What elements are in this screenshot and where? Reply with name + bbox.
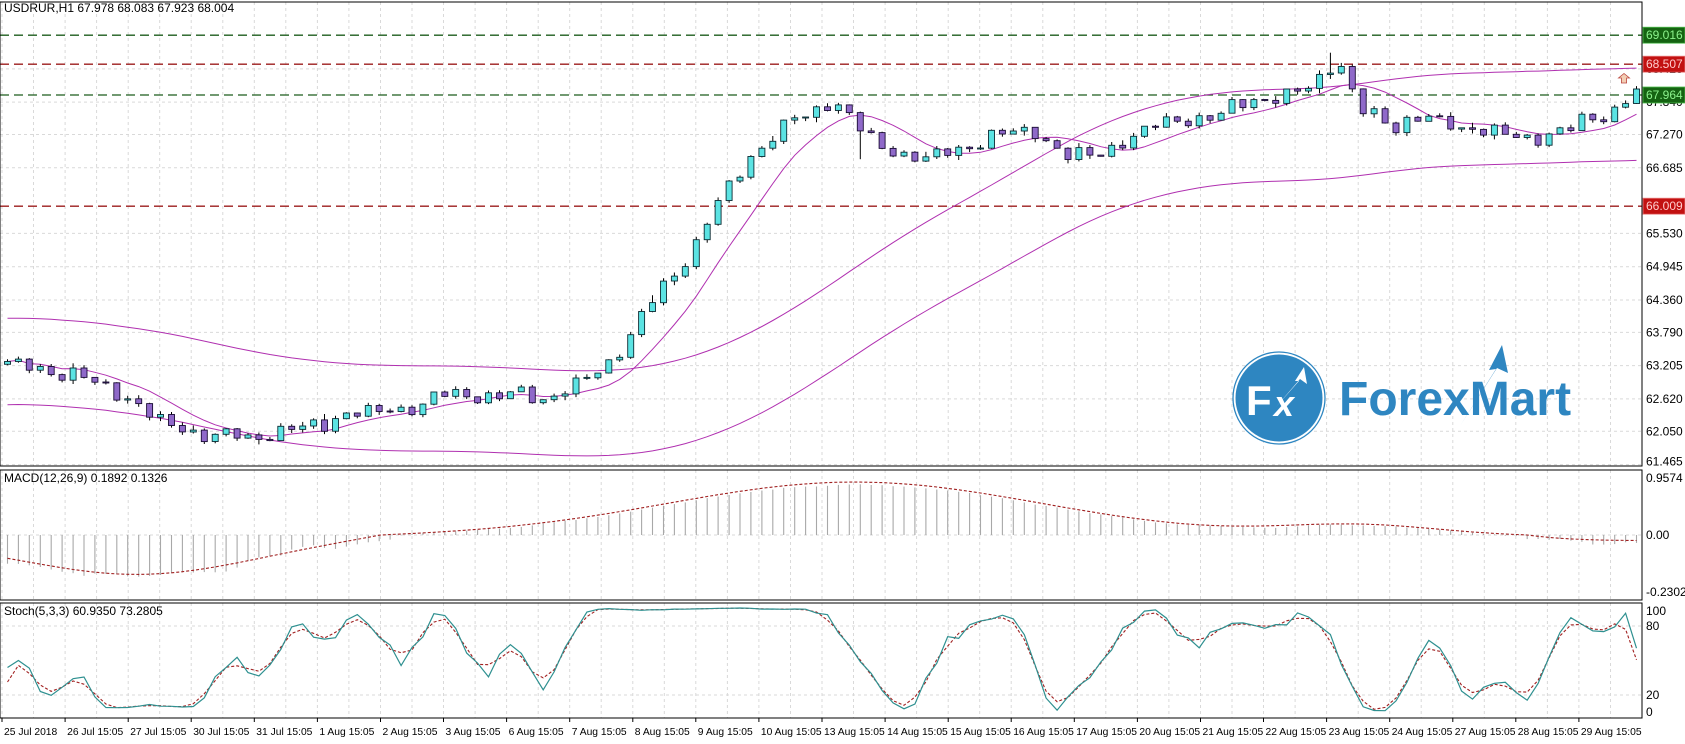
svg-text:8 Aug 15:05: 8 Aug 15:05 [635, 727, 690, 738]
svg-text:66.685: 66.685 [1646, 161, 1683, 175]
svg-text:65.530: 65.530 [1646, 226, 1683, 240]
svg-text:62.050: 62.050 [1646, 424, 1683, 438]
svg-text:USDRUR,H1 67.978 68.083 67.92: USDRUR,H1 67.978 68.083 67.923 68.004 [4, 1, 234, 15]
svg-text:3 Aug 15:05: 3 Aug 15:05 [446, 727, 501, 738]
svg-text:67.270: 67.270 [1646, 128, 1683, 142]
svg-text:26 Jul 15:05: 26 Jul 15:05 [67, 727, 123, 738]
svg-text:22 Aug 15:05: 22 Aug 15:05 [1266, 727, 1327, 738]
svg-text:21 Aug 15:05: 21 Aug 15:05 [1203, 727, 1264, 738]
svg-text:14 Aug 15:05: 14 Aug 15:05 [887, 727, 948, 738]
svg-text:x: x [1272, 383, 1296, 424]
svg-text:2 Aug 15:05: 2 Aug 15:05 [383, 727, 438, 738]
svg-text:29 Aug 15:05: 29 Aug 15:05 [1581, 727, 1642, 738]
svg-text:0.9574: 0.9574 [1646, 471, 1683, 485]
svg-text:66.009: 66.009 [1646, 199, 1683, 213]
svg-text:6 Aug 15:05: 6 Aug 15:05 [509, 727, 564, 738]
svg-text:27 Jul 15:05: 27 Jul 15:05 [130, 727, 186, 738]
svg-text:13 Aug 15:05: 13 Aug 15:05 [824, 727, 885, 738]
svg-text:20 Aug 15:05: 20 Aug 15:05 [1139, 727, 1200, 738]
svg-text:10 Aug 15:05: 10 Aug 15:05 [761, 727, 822, 738]
svg-text:Stoch(5,3,3) 60.9350 73.2805: Stoch(5,3,3) 60.9350 73.2805 [4, 604, 163, 618]
svg-text:1 Aug 15:05: 1 Aug 15:05 [319, 727, 374, 738]
svg-text:24 Aug 15:05: 24 Aug 15:05 [1392, 727, 1453, 738]
svg-text:100: 100 [1646, 604, 1666, 618]
svg-text:ForexMart: ForexMart [1339, 373, 1571, 426]
svg-text:-0.2302: -0.2302 [1646, 585, 1685, 599]
svg-text:64.945: 64.945 [1646, 260, 1683, 274]
svg-text:23 Aug 15:05: 23 Aug 15:05 [1329, 727, 1390, 738]
svg-text:0: 0 [1646, 705, 1653, 719]
svg-text:20: 20 [1646, 688, 1660, 702]
svg-text:69.016: 69.016 [1646, 28, 1683, 42]
svg-text:68.507: 68.507 [1646, 57, 1683, 71]
svg-text:30 Jul 15:05: 30 Jul 15:05 [193, 727, 249, 738]
svg-text:17 Aug 15:05: 17 Aug 15:05 [1076, 727, 1137, 738]
svg-text:15 Aug 15:05: 15 Aug 15:05 [950, 727, 1011, 738]
svg-text:27 Aug 15:05: 27 Aug 15:05 [1455, 727, 1516, 738]
svg-text:28 Aug 15:05: 28 Aug 15:05 [1518, 727, 1579, 738]
svg-text:F: F [1246, 377, 1272, 424]
svg-text:MACD(12,26,9) 0.1892 0.1326: MACD(12,26,9) 0.1892 0.1326 [4, 471, 168, 485]
svg-text:0.00: 0.00 [1646, 528, 1670, 542]
svg-text:16 Aug 15:05: 16 Aug 15:05 [1013, 727, 1074, 738]
svg-text:80: 80 [1646, 619, 1660, 633]
svg-text:64.360: 64.360 [1646, 293, 1683, 307]
svg-text:61.465: 61.465 [1646, 455, 1683, 469]
svg-text:9 Aug 15:05: 9 Aug 15:05 [698, 727, 753, 738]
svg-text:63.790: 63.790 [1646, 325, 1683, 339]
svg-text:67.964: 67.964 [1646, 88, 1683, 102]
svg-text:63.205: 63.205 [1646, 359, 1683, 373]
svg-text:62.620: 62.620 [1646, 392, 1683, 406]
svg-text:31 Jul 15:05: 31 Jul 15:05 [256, 727, 312, 738]
svg-text:25 Jul 2018: 25 Jul 2018 [4, 727, 58, 738]
svg-text:7 Aug 15:05: 7 Aug 15:05 [572, 727, 627, 738]
